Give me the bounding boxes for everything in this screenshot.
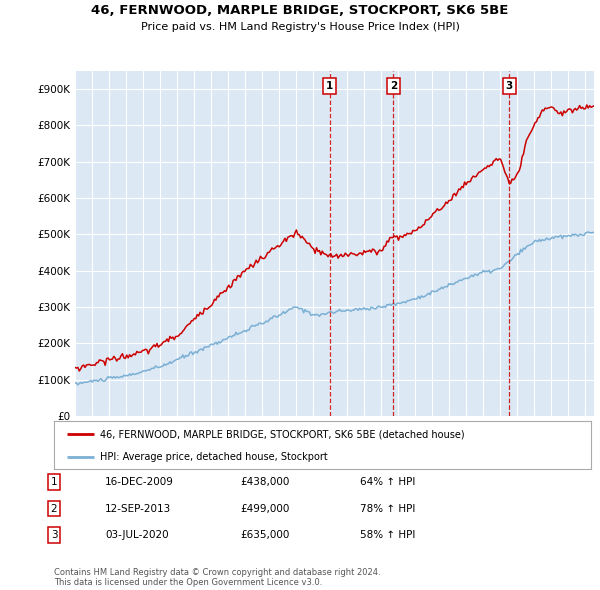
Text: 12-SEP-2013: 12-SEP-2013 bbox=[105, 504, 171, 513]
Text: 46, FERNWOOD, MARPLE BRIDGE, STOCKPORT, SK6 5BE: 46, FERNWOOD, MARPLE BRIDGE, STOCKPORT, … bbox=[91, 4, 509, 17]
Text: 58% ↑ HPI: 58% ↑ HPI bbox=[360, 530, 415, 540]
Text: 03-JUL-2020: 03-JUL-2020 bbox=[105, 530, 169, 540]
Text: £499,000: £499,000 bbox=[240, 504, 289, 513]
Text: £438,000: £438,000 bbox=[240, 477, 289, 487]
Text: 78% ↑ HPI: 78% ↑ HPI bbox=[360, 504, 415, 513]
Text: Contains HM Land Registry data © Crown copyright and database right 2024.
This d: Contains HM Land Registry data © Crown c… bbox=[54, 568, 380, 587]
Text: 3: 3 bbox=[505, 81, 513, 91]
Text: £635,000: £635,000 bbox=[240, 530, 289, 540]
Text: HPI: Average price, detached house, Stockport: HPI: Average price, detached house, Stoc… bbox=[100, 452, 328, 462]
Text: 16-DEC-2009: 16-DEC-2009 bbox=[105, 477, 174, 487]
Text: 46, FERNWOOD, MARPLE BRIDGE, STOCKPORT, SK6 5BE (detached house): 46, FERNWOOD, MARPLE BRIDGE, STOCKPORT, … bbox=[100, 429, 464, 439]
Text: Price paid vs. HM Land Registry's House Price Index (HPI): Price paid vs. HM Land Registry's House … bbox=[140, 22, 460, 32]
Text: 1: 1 bbox=[326, 81, 333, 91]
Text: 2: 2 bbox=[50, 504, 58, 513]
Text: 64% ↑ HPI: 64% ↑ HPI bbox=[360, 477, 415, 487]
Text: 1: 1 bbox=[50, 477, 58, 487]
Text: 3: 3 bbox=[50, 530, 58, 540]
Text: 2: 2 bbox=[390, 81, 397, 91]
